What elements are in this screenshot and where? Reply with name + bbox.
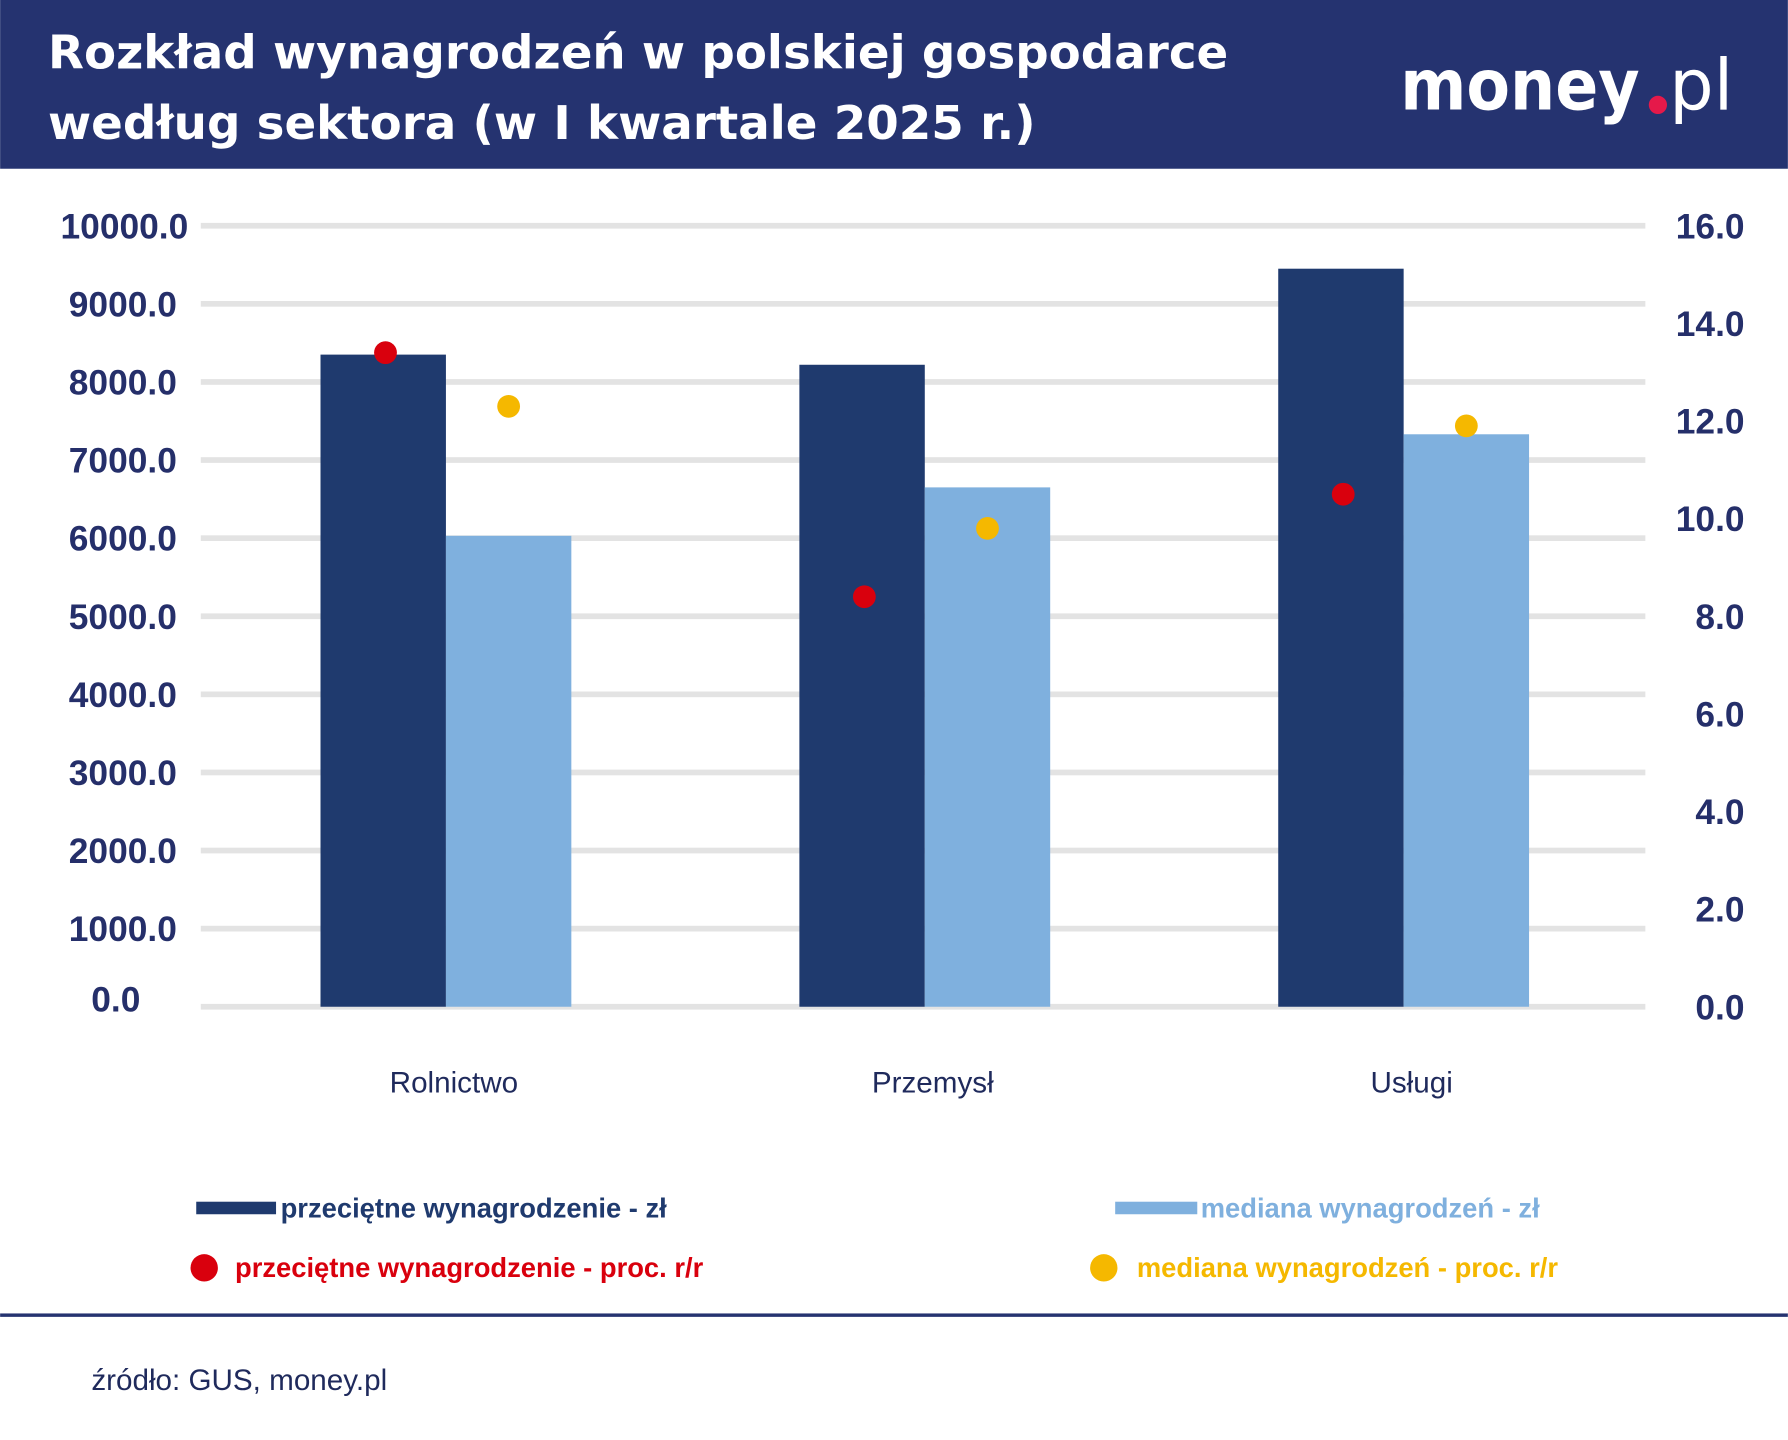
category-label: Rolnictwo: [390, 1066, 518, 1099]
legend-marker-median-pct: [1090, 1254, 1118, 1282]
source-note: źródło: GUS, money.pl: [91, 1364, 387, 1397]
gridline: [200, 222, 1646, 229]
right-tick-label: 16.0: [1676, 207, 1745, 246]
bar-median-przemysł: [924, 487, 1051, 1007]
legend-label-avg: przeciętne wynagrodzenie - zł: [281, 1193, 668, 1224]
right-tick-label: 12.0: [1676, 403, 1745, 442]
right-tick-label: 6.0: [1695, 695, 1744, 734]
left-tick-label: 9000.0: [69, 285, 177, 324]
legend-swatch-avg: [196, 1201, 277, 1215]
chart-title-line1: Rozkład wynagrodzeń w polskiej gospodarc…: [48, 26, 1228, 80]
left-axis: 0.0 1000.0 2000.0 3000.0 4000.0 5000.0 6000.0 7…: [61, 207, 189, 1019]
legend: przeciętne wynagrodzenie - zł mediana wy…: [190, 1193, 1558, 1283]
left-tick-label: 2000.0: [69, 832, 177, 871]
right-tick-label: 4.0: [1695, 793, 1744, 832]
dot-avg-pct-rolnictwo: [374, 341, 397, 365]
dot-median-pct-rolnictwo: [497, 394, 521, 418]
dot-median-pct-przemysł: [976, 516, 999, 540]
right-tick-label: 2.0: [1695, 891, 1744, 930]
category-axis: Rolnictwo Przemysł Usługi: [390, 1066, 1453, 1099]
legend-label-median: mediana wynagrodzeń - zł: [1201, 1193, 1540, 1224]
left-tick-label: 4000.0: [69, 676, 177, 715]
svg-text:pl: pl: [1669, 43, 1733, 126]
right-tick-label: 0.0: [1695, 988, 1744, 1027]
left-tick-label: 1000.0: [69, 910, 177, 949]
legend-label-median-pct: mediana wynagrodzeń - proc. r/r: [1137, 1252, 1558, 1283]
legend-label-avg-pct: przeciętne wynagrodzenie - proc. r/r: [235, 1252, 704, 1283]
right-tick-label: 14.0: [1676, 305, 1745, 344]
right-tick-label: 10.0: [1676, 500, 1745, 539]
bar-avg-przemysł: [799, 364, 925, 1007]
left-tick-label: 6000.0: [69, 520, 177, 559]
category-label: Przemysł: [872, 1066, 994, 1099]
dot-median-pct-usługi: [1454, 414, 1478, 438]
svg-text:money: money: [1400, 43, 1639, 126]
bar-avg-usługi: [1278, 268, 1404, 1007]
bars: [320, 268, 1530, 1007]
gridline: [200, 300, 1646, 307]
chart-title-line2: według sektora (w I kwartale 2025 r.): [48, 97, 1036, 151]
bar-median-usługi: [1403, 434, 1530, 1007]
left-tick-label: 0.0: [91, 980, 140, 1019]
dot-avg-pct-usługi: [1331, 482, 1355, 506]
dots: [374, 341, 1478, 609]
footer-divider: [0, 1313, 1788, 1317]
right-tick-label: 8.0: [1695, 598, 1744, 637]
money-pl-logo: money pl: [1400, 43, 1733, 126]
bar-median-rolnictwo: [445, 535, 572, 1007]
bar-avg-rolnictwo: [320, 354, 446, 1007]
right-axis: 0.0 2.0 4.0 6.0 8.0 10.0 12.0 14.0 16.0: [1676, 207, 1745, 1027]
legend-swatch-median: [1115, 1201, 1198, 1215]
left-tick-label: 8000.0: [69, 363, 177, 402]
left-tick-label: 3000.0: [69, 754, 177, 793]
left-tick-label: 5000.0: [69, 598, 177, 637]
header-bar: [0, 0, 1788, 169]
left-tick-label: 7000.0: [69, 442, 177, 481]
category-label: Usługi: [1370, 1066, 1452, 1099]
dot-avg-pct-przemysł: [852, 585, 876, 609]
left-tick-label: 10000.0: [61, 207, 189, 246]
legend-marker-avg-pct: [190, 1254, 218, 1282]
